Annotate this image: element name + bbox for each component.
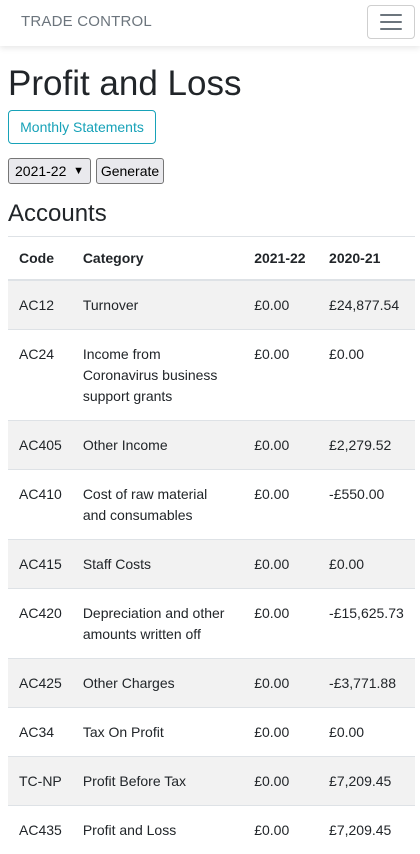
cell-current-year: £0.00 — [243, 540, 318, 589]
cell-previous-year: -£15,625.73 — [318, 589, 415, 659]
cell-category: Staff Costs — [72, 540, 243, 589]
table-header-row: Code Category 2021-22 2020-21 — [8, 237, 415, 281]
cell-category: Income from Coronavirus business support… — [72, 330, 243, 421]
cell-category: Other Income — [72, 421, 243, 470]
cell-code: TC-NP — [8, 757, 72, 806]
cell-category: Profit Before Tax — [72, 757, 243, 806]
cell-code: AC415 — [8, 540, 72, 589]
cell-category: Tax On Profit — [72, 708, 243, 757]
hamburger-icon — [380, 28, 402, 30]
cell-current-year: £0.00 — [243, 330, 318, 421]
cell-previous-year: £0.00 — [318, 708, 415, 757]
cell-code: AC12 — [8, 280, 72, 330]
report-controls: 2021-22 ▼ Generate — [8, 158, 164, 184]
cell-code: AC435 — [8, 806, 72, 854]
cell-current-year: £0.00 — [243, 589, 318, 659]
column-header-previous-year: 2020-21 — [318, 237, 415, 281]
year-select-value: 2021-22 — [15, 163, 66, 179]
cell-code: AC425 — [8, 659, 72, 708]
cell-previous-year: -£550.00 — [318, 470, 415, 540]
cell-previous-year: £7,209.45 — [318, 757, 415, 806]
column-header-code: Code — [8, 237, 72, 281]
cell-current-year: £0.00 — [243, 659, 318, 708]
cell-code: AC420 — [8, 589, 72, 659]
generate-button[interactable]: Generate — [96, 158, 164, 184]
navbar-toggle-button[interactable] — [367, 5, 415, 39]
cell-current-year: £0.00 — [243, 280, 318, 330]
chevron-down-icon: ▼ — [73, 165, 84, 177]
cell-current-year: £0.00 — [243, 806, 318, 854]
cell-current-year: £0.00 — [243, 421, 318, 470]
cell-current-year: £0.00 — [243, 470, 318, 540]
cell-current-year: £0.00 — [243, 757, 318, 806]
page-title: Profit and Loss — [8, 64, 241, 104]
year-select[interactable]: 2021-22 ▼ — [8, 158, 91, 184]
cell-previous-year: £0.00 — [318, 540, 415, 589]
cell-category: Turnover — [72, 280, 243, 330]
cell-category: Cost of raw material and consumables — [72, 470, 243, 540]
top-navbar: TRADE CONTROL — [0, 0, 420, 46]
hamburger-icon — [380, 21, 402, 23]
monthly-statements-button[interactable]: Monthly Statements — [8, 110, 156, 144]
cell-code: AC34 — [8, 708, 72, 757]
cell-previous-year: -£3,771.88 — [318, 659, 415, 708]
cell-category: Other Charges — [72, 659, 243, 708]
cell-category: Profit and Loss — [72, 806, 243, 854]
hamburger-icon — [380, 14, 402, 16]
cell-code: AC24 — [8, 330, 72, 421]
brand-link[interactable]: TRADE CONTROL — [21, 13, 152, 30]
cell-code: AC405 — [8, 421, 72, 470]
cell-code: AC410 — [8, 470, 72, 540]
cell-category: Depreciation and other amounts written o… — [72, 589, 243, 659]
column-header-current-year: 2021-22 — [243, 237, 318, 281]
cell-current-year: £0.00 — [243, 708, 318, 757]
column-header-category: Category — [72, 237, 243, 281]
cell-previous-year: £24,877.54 — [318, 280, 415, 330]
section-title: Accounts — [8, 199, 107, 229]
cell-previous-year: £7,209.45 — [318, 806, 415, 854]
cell-previous-year: £2,279.52 — [318, 421, 415, 470]
cell-previous-year: £0.00 — [318, 330, 415, 421]
